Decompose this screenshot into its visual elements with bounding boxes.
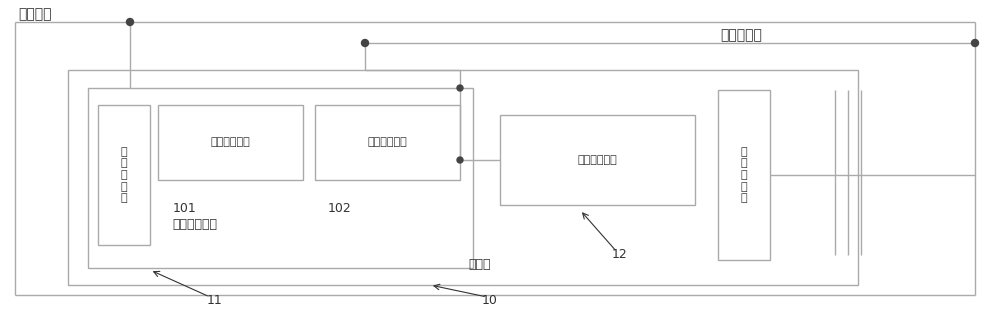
Bar <box>315 105 460 180</box>
Text: 102: 102 <box>328 201 352 215</box>
Text: 负载输入端: 负载输入端 <box>720 28 762 42</box>
Circle shape <box>972 40 978 46</box>
Circle shape <box>362 40 368 46</box>
Text: 市电供电: 市电供电 <box>18 7 52 21</box>
Text: 市电检测电路: 市电检测电路 <box>210 137 250 147</box>
Bar <box>88 88 473 268</box>
Bar <box>718 90 770 260</box>
Text: 逆
变
输
出
端: 逆 变 输 出 端 <box>741 147 747 203</box>
Text: 锁相控制模块: 锁相控制模块 <box>577 155 617 165</box>
Text: 变频器: 变频器 <box>469 259 491 271</box>
Text: 负载检测电路: 负载检测电路 <box>367 137 407 147</box>
Bar <box>98 105 150 245</box>
Bar <box>68 70 858 285</box>
Circle shape <box>457 157 463 163</box>
Text: 市
电
输
入
端: 市 电 输 入 端 <box>121 147 127 203</box>
Text: 101: 101 <box>173 201 197 215</box>
Text: 10: 10 <box>482 294 498 306</box>
Circle shape <box>457 85 463 91</box>
Text: 11: 11 <box>207 294 223 306</box>
Text: 电压检测电路: 电压检测电路 <box>173 218 218 232</box>
Bar <box>158 105 303 180</box>
Text: 12: 12 <box>612 249 628 262</box>
Bar <box>500 115 695 205</box>
Circle shape <box>126 19 134 26</box>
